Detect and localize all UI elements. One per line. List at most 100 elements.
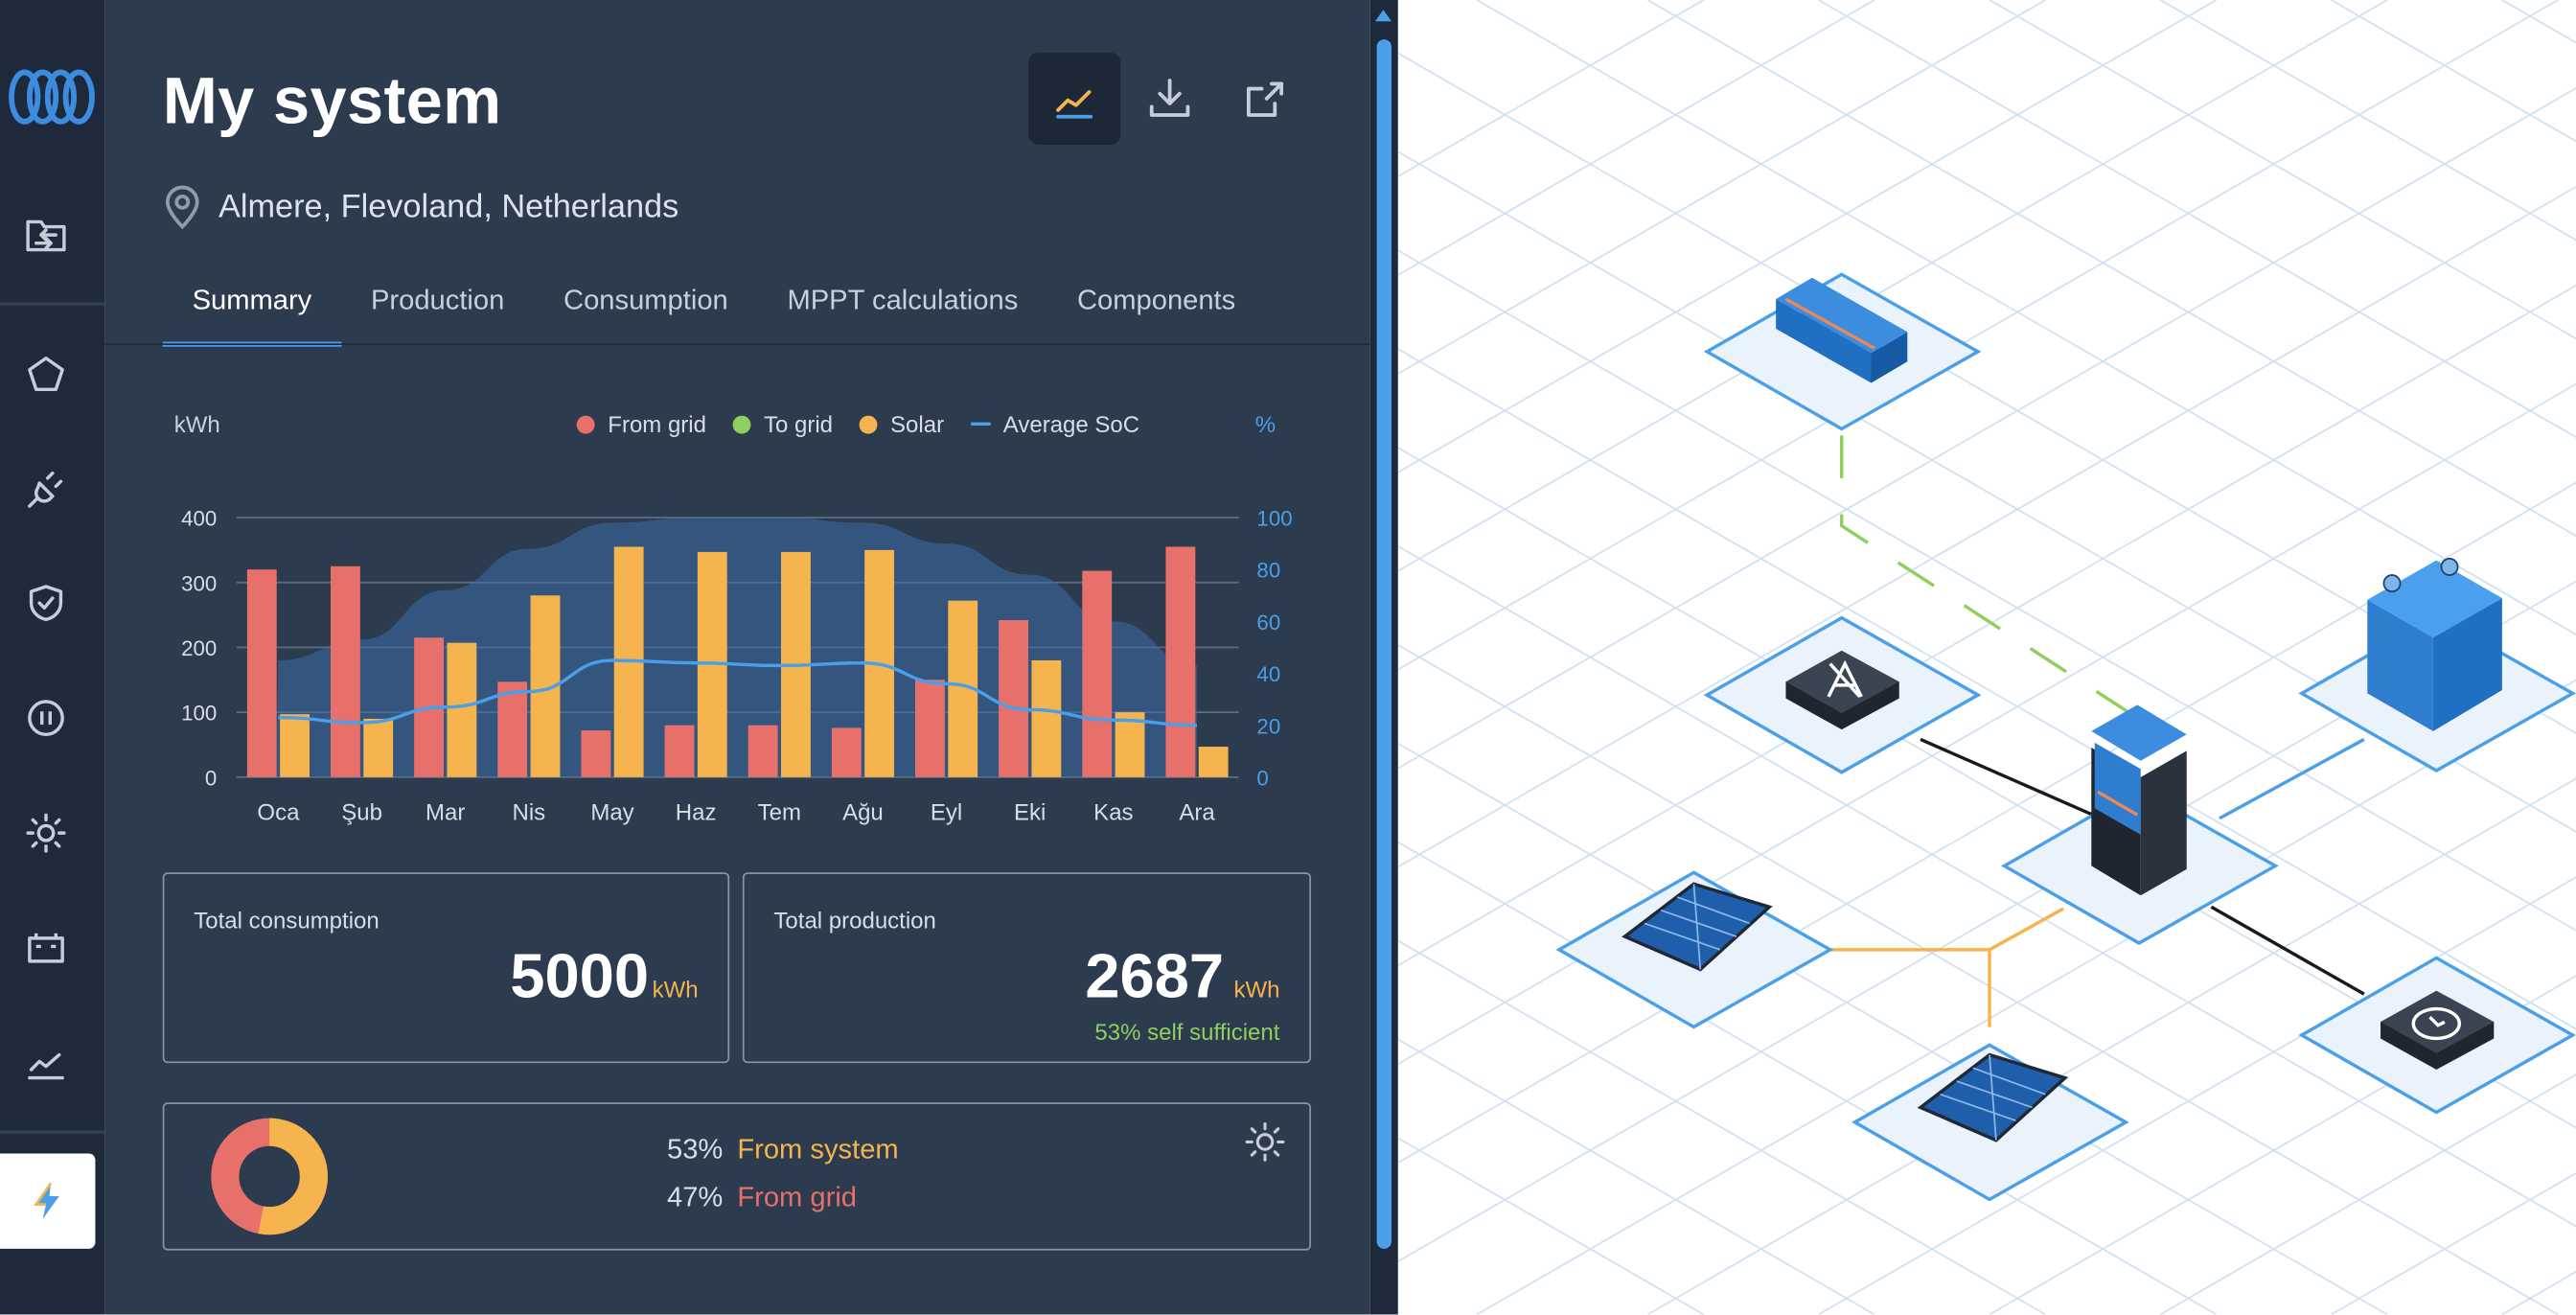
sun-icon[interactable]	[1244, 1120, 1287, 1164]
chart-line-icon[interactable]	[20, 1037, 73, 1090]
x-tick-label: Kas	[1093, 799, 1133, 825]
legend-swatch	[859, 414, 878, 433]
panel-scrollbar[interactable]	[1369, 0, 1398, 1315]
bar-solar	[280, 714, 310, 777]
victron-logo[interactable]	[3, 62, 98, 131]
bar-from-grid	[999, 619, 1029, 777]
chart-view-button[interactable]	[1028, 52, 1121, 145]
pv-dc-link	[1828, 907, 2064, 1027]
location-line: Almere, Flevoland, Netherlands	[163, 184, 679, 230]
x-tick-label: Eki	[1014, 799, 1046, 825]
location-text: Almere, Flevoland, Netherlands	[218, 188, 679, 225]
y-tick-label: 300	[181, 571, 217, 595]
pentagon-icon[interactable]	[20, 348, 73, 401]
from-system-percent: 53%	[667, 1133, 724, 1165]
x-tick-label: May	[590, 799, 633, 825]
legend-swatch	[732, 414, 751, 433]
x-tick-label: Eyl	[931, 799, 962, 825]
system-diagram-canvas[interactable]	[1397, 0, 2576, 1315]
solar-panel-1-icon[interactable]	[1622, 882, 1773, 972]
bar-from-grid	[497, 681, 528, 777]
total-consumption-number: 5000	[510, 943, 650, 1013]
inverter-charger-icon[interactable]	[2091, 704, 2187, 896]
y-tick-label: 100	[181, 702, 217, 726]
grid-meter-icon[interactable]	[1785, 650, 1899, 730]
y-tick-label: 400	[181, 507, 217, 531]
x-tick-label: Oca	[257, 799, 300, 825]
bar-solar	[1115, 712, 1145, 777]
plug-icon[interactable]	[20, 463, 73, 516]
system-diagram	[1397, 0, 2576, 1315]
from-grid-row: 47% From grid	[667, 1182, 857, 1214]
tab-divider	[104, 343, 1370, 346]
donut-system-segment	[211, 1118, 329, 1235]
folder-swap-icon[interactable]	[20, 209, 73, 262]
scrollbar-thumb[interactable]	[1376, 39, 1392, 1249]
total-consumption-unit: kWh	[652, 976, 699, 1003]
tab-mppt-calculations[interactable]: MPPT calculations	[787, 284, 1019, 316]
chart-y2-axis-unit: %	[1254, 410, 1276, 438]
icon-rail	[0, 0, 105, 1315]
y-tick-label: 0	[205, 766, 217, 790]
bar-solar	[1198, 747, 1229, 777]
solar-panel-2-icon[interactable]	[1917, 1052, 2069, 1142]
shield-check-icon[interactable]	[20, 577, 73, 630]
page-title: My system	[162, 65, 502, 139]
bar-solar	[363, 718, 394, 777]
bar-from-grid	[1082, 570, 1113, 777]
total-consumption-card: Total consumption 5000 kWh	[162, 872, 730, 1064]
y-tick-label: 200	[181, 636, 217, 660]
bar-from-grid	[664, 725, 695, 777]
legend-label: To grid	[763, 410, 834, 438]
lightning-icon[interactable]	[0, 1153, 96, 1249]
rail-divider-bottom	[0, 1130, 105, 1134]
pause-circle-icon[interactable]	[20, 692, 73, 745]
share-button[interactable]	[1219, 53, 1311, 145]
legend-from-grid[interactable]: From grid	[576, 411, 706, 437]
bar-from-grid	[831, 727, 862, 777]
tab-components[interactable]: Components	[1076, 284, 1236, 316]
legend-average-soc[interactable]: Average SoC	[970, 410, 1140, 438]
x-tick-label: Şub	[341, 799, 382, 825]
tab-summary[interactable]: Summary	[162, 279, 341, 347]
download-icon	[1149, 79, 1190, 117]
bar-from-grid	[748, 725, 778, 777]
isometric-grid	[1397, 0, 2576, 1315]
energy-source-card: 53% From system 47% From grid	[162, 1102, 1312, 1251]
bar-from-grid	[1165, 546, 1196, 777]
legend-solar[interactable]: Solar	[859, 411, 944, 437]
scroll-up-arrow[interactable]	[1374, 10, 1392, 22]
y2-tick-label: 100	[1256, 507, 1292, 531]
x-tick-label: Ağu	[842, 799, 884, 825]
download-button[interactable]	[1124, 53, 1216, 145]
map-pin-icon	[165, 185, 199, 230]
ac-load-meter-icon[interactable]	[2380, 990, 2495, 1071]
from-system-row: 53% From system	[667, 1134, 899, 1166]
rail-divider	[0, 302, 105, 306]
legend-to-grid[interactable]: To grid	[732, 411, 833, 437]
bar-from-grid	[331, 565, 360, 777]
chart-y-axis-unit: kWh	[173, 410, 220, 438]
total-production-label: Total production	[773, 907, 936, 934]
from-grid-label: From grid	[737, 1181, 858, 1213]
chart-line-icon	[1056, 90, 1093, 119]
bar-from-grid	[581, 730, 611, 777]
chart-legend: From grid To grid Solar Average SoC	[576, 410, 1140, 438]
total-production-number: 2687	[1085, 943, 1225, 1013]
legend-swatch	[576, 414, 595, 433]
gx-device-icon[interactable]	[1776, 277, 1908, 383]
connections	[1828, 435, 2365, 1027]
bar-from-grid	[246, 569, 277, 777]
sun-icon[interactable]	[20, 807, 73, 860]
battery-icon[interactable]	[20, 922, 73, 975]
legend-label: Average SoC	[1002, 410, 1140, 438]
total-production-card: Total production 2687 kWh 53% self suffi…	[742, 872, 1312, 1064]
tab-production[interactable]: Production	[370, 284, 505, 316]
x-tick-label: Ara	[1179, 799, 1215, 825]
y2-tick-label: 0	[1256, 766, 1268, 790]
x-tick-label: Mar	[426, 799, 465, 825]
total-consumption-value: 5000 kWh	[510, 943, 698, 1014]
system-summary-panel: My system Almere, Flevoland, Netherlands…	[104, 0, 1370, 1315]
battery-icon[interactable]	[2367, 558, 2502, 731]
tab-consumption[interactable]: Consumption	[564, 284, 728, 316]
